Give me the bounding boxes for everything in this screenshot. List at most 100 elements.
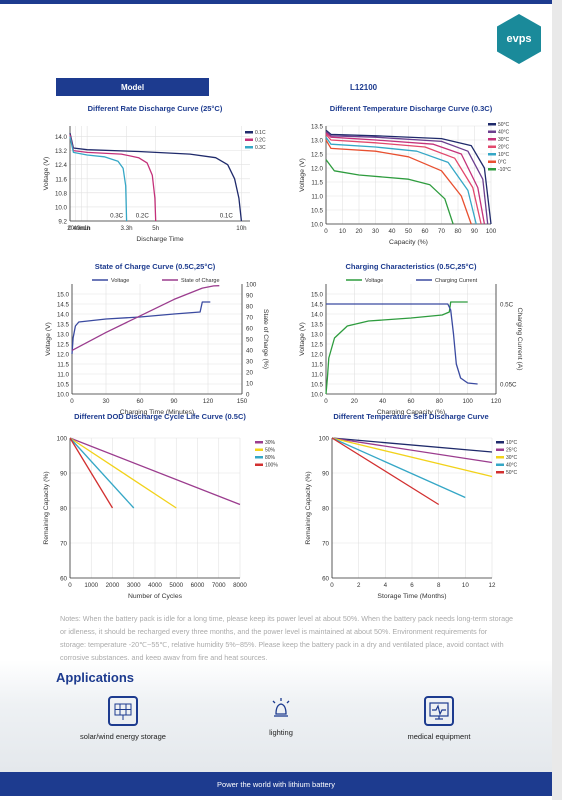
legend-swatch: [488, 145, 496, 148]
application-medical: medical equipment: [374, 696, 504, 741]
x-tick-label: 1000: [84, 582, 98, 589]
page-edge-shadow: [552, 0, 562, 800]
medical-monitor-icon: [424, 696, 454, 726]
series-line: [325, 129, 492, 225]
application-label: medical equipment: [407, 732, 471, 741]
x-axis-label: Number of Cycles: [128, 593, 183, 600]
y-tick-label: 10.0: [311, 222, 324, 229]
series-line: [331, 437, 493, 464]
chart-title: Different Temperature Self Discharge Cur…: [333, 412, 489, 421]
x-tick-label: 10: [339, 228, 346, 235]
chart-svg: 9.2 10.0 10.8 11.6 12.4 13.2 14.0 020min40min1h…: [43, 126, 266, 243]
legend-label: 30%: [265, 440, 276, 446]
x-tick-label: 5000: [169, 582, 183, 589]
legend-swatch: [255, 463, 263, 466]
y-tick-label: 14.5: [311, 302, 324, 309]
self-discharge-chart: Different Temperature Self Discharge Cur…: [296, 412, 526, 608]
legend-label: 10°C: [498, 152, 510, 158]
series-line: [325, 131, 489, 225]
top-accent-bar: [0, 0, 552, 4]
legend-label: 50°C: [498, 122, 510, 128]
chart-svg: 10.0 10.5 11.0 11.5 12.0 12.5 13.0 13.5 14.0 14.5…: [45, 278, 269, 416]
y-tick-label: 11.6: [55, 176, 67, 183]
y-tick-label: 14.0: [311, 312, 324, 319]
legend-label: 0°C: [498, 160, 507, 166]
y-tick-label: 80: [60, 506, 67, 513]
legend-label: 50%: [265, 448, 276, 454]
y-tick-label: 12.0: [311, 352, 324, 359]
x-tick-label: 20: [351, 398, 358, 405]
x-tick-label: 1h: [84, 225, 91, 232]
y2-tick-label: 90: [246, 293, 253, 300]
y2-tick-label: 40: [246, 348, 253, 355]
x-tick-label: 6: [410, 582, 414, 589]
series-line: [331, 437, 466, 499]
y2-tick-label: 60: [246, 326, 253, 333]
x-tick-label: 40: [379, 398, 386, 405]
y-tick-label: 10.8: [55, 190, 68, 197]
y-tick-label: 13.0: [311, 138, 324, 145]
x-tick-label: 150: [237, 398, 248, 405]
legend-swatch: [245, 131, 253, 134]
series-line: [325, 132, 486, 225]
legend-swatch: [496, 463, 504, 466]
state-of-charge-chart: State of Charge Curve (0.5C,25°C) 10.0 10.…: [40, 262, 270, 422]
y2-tick-label: 10: [246, 381, 253, 388]
evps-logo: evps: [497, 14, 541, 64]
x-axis-label: Capacity (%): [389, 239, 428, 246]
y2-tick-label: 70: [246, 315, 253, 322]
temperature-discharge-chart: Different Temperature Discharge Curve (0…: [296, 104, 526, 254]
x-tick-label: 10: [462, 582, 469, 589]
y2-axis-label: Charging Current (A): [516, 307, 523, 370]
x-tick-label: 3.3h: [121, 225, 134, 232]
lighting-icon: [268, 696, 294, 722]
y2-tick-label: 0.5C: [500, 302, 514, 309]
x-tick-label: 8000: [233, 582, 247, 589]
series-line: [331, 437, 493, 478]
x-tick-label: 2000: [106, 582, 120, 589]
y-tick-label: 12.5: [311, 152, 324, 159]
legend-swatch: [255, 441, 263, 444]
model-value: L12100: [350, 83, 378, 92]
y-tick-label: 12.0: [57, 352, 70, 359]
legend-label: 80%: [265, 455, 276, 461]
x-tick-label: 7000: [212, 582, 226, 589]
y-tick-label: 14.0: [55, 134, 68, 141]
legend-label: Voltage: [111, 278, 129, 284]
x-tick-label: 50: [405, 228, 412, 235]
legend-label: 20°C: [498, 145, 510, 151]
y-tick-label: 13.0: [311, 332, 324, 339]
logo-text: evps: [506, 33, 532, 45]
x-tick-label: 5h: [152, 225, 159, 232]
y2-tick-label: 0: [246, 392, 250, 399]
legend-swatch: [245, 146, 253, 149]
legend-label: 100%: [265, 463, 278, 469]
x-tick-label: 40: [389, 228, 396, 235]
y2-tick-label: 20: [246, 370, 253, 377]
y-tick-label: 13.2: [55, 148, 68, 155]
y-tick-label: 11.0: [57, 372, 69, 379]
legend-label: 0.3C: [255, 145, 266, 151]
y-tick-label: 10.5: [311, 382, 324, 389]
legend-swatch: [496, 441, 504, 444]
y-tick-label: 12.5: [57, 342, 70, 349]
y-tick-label: 60: [60, 576, 67, 583]
series-line: [325, 159, 454, 225]
y2-tick-label: 100: [246, 282, 257, 289]
legend-swatch: [255, 456, 263, 459]
x-tick-label: 20min: [67, 225, 84, 232]
y-axis-label: Voltage (V): [299, 322, 306, 356]
x-tick-label: 80: [436, 398, 443, 405]
y-tick-label: 11.5: [57, 362, 69, 369]
y-tick-label: 11.5: [311, 362, 323, 369]
y-tick-label: 10.5: [311, 208, 324, 215]
model-label-tab: Model: [56, 78, 209, 96]
y-tick-label: 14.0: [57, 312, 70, 319]
y2-tick-label: 0.05C: [500, 382, 517, 389]
x-tick-label: 4: [384, 582, 388, 589]
x-tick-label: 6000: [191, 582, 205, 589]
series-line: [325, 301, 468, 395]
y-tick-label: 60: [322, 576, 329, 583]
legend-label: 40°C: [506, 463, 518, 469]
